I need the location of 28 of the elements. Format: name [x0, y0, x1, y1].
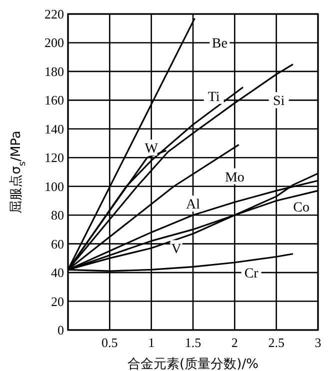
y-tick-label: 20 [51, 294, 64, 309]
series-label: Be [212, 36, 228, 52]
y-tick-label: 220 [44, 6, 64, 22]
x-axis-title: 合金元素(质量分数)/% [128, 357, 258, 371]
x-tick-label: 0.5 [102, 335, 118, 350]
y-tick-label: 120 [44, 150, 64, 166]
series-label: Co [293, 200, 310, 216]
series-label: Cr [244, 266, 259, 282]
x-tick-label: 2.5 [268, 335, 284, 350]
series-label: Mo [224, 170, 244, 186]
series-label: V [171, 242, 182, 258]
y-tick-label: 200 [44, 35, 64, 50]
y-tick-label: 40 [51, 265, 64, 280]
series-label: Al [186, 198, 200, 213]
series-label: Si [272, 94, 285, 110]
series-label: Ti [208, 90, 220, 105]
x-tick-label: 3 [314, 335, 322, 350]
y-tick-label: 0 [58, 322, 64, 338]
y-tick-label: 160 [44, 92, 64, 108]
series-label: W [144, 142, 159, 157]
y-tick-label: 180 [44, 64, 64, 79]
x-tick-label: 2 [231, 335, 238, 350]
y-tick-label: 80 [51, 208, 64, 223]
y-tick-label: 140 [44, 121, 64, 136]
x-tick-label: 1.5 [184, 335, 202, 350]
y-tick-label: 60 [51, 236, 64, 252]
x-tick-label: 1 [148, 335, 155, 350]
y-tick-label: 100 [44, 178, 64, 194]
